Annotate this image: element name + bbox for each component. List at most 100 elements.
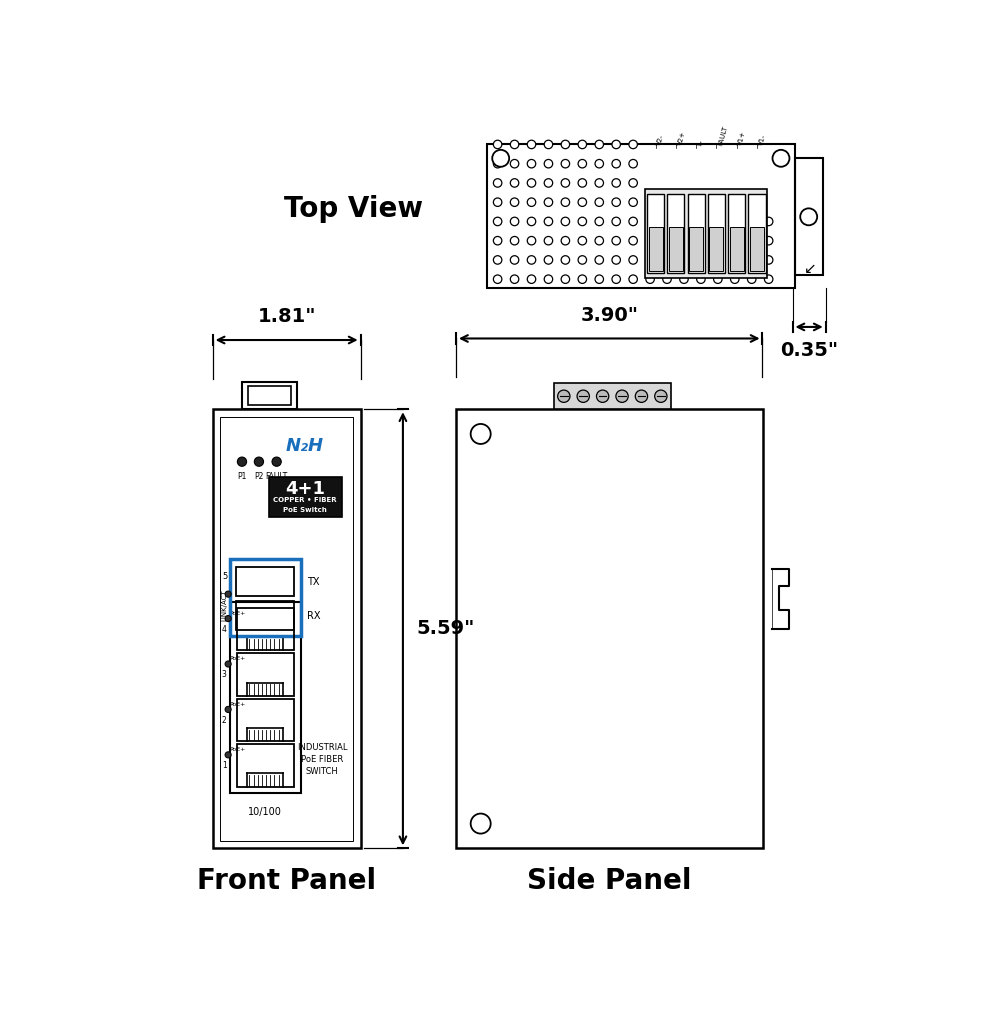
Circle shape <box>493 217 502 225</box>
Circle shape <box>561 160 569 168</box>
Circle shape <box>528 160 536 168</box>
Bar <box>236 744 294 786</box>
Bar <box>646 189 767 278</box>
Circle shape <box>629 160 638 168</box>
Bar <box>456 410 763 848</box>
Circle shape <box>470 814 491 834</box>
Circle shape <box>493 179 502 187</box>
Circle shape <box>493 140 502 148</box>
Text: P2: P2 <box>254 472 264 480</box>
Circle shape <box>545 140 553 148</box>
Circle shape <box>578 198 586 207</box>
Circle shape <box>561 256 569 264</box>
Text: 5.59": 5.59" <box>417 620 475 638</box>
Circle shape <box>801 208 817 225</box>
Circle shape <box>577 390 589 402</box>
Text: 5: 5 <box>222 572 228 581</box>
Circle shape <box>470 424 491 444</box>
Text: PoE+: PoE+ <box>230 611 246 616</box>
Bar <box>730 227 744 270</box>
Bar <box>269 477 342 517</box>
Circle shape <box>545 275 553 284</box>
Text: LINK/ACT: LINK/ACT <box>221 590 227 622</box>
Bar <box>230 559 301 637</box>
Text: 2: 2 <box>222 716 226 725</box>
Circle shape <box>272 457 282 466</box>
Circle shape <box>612 179 620 187</box>
Text: V2+: V2+ <box>677 130 686 146</box>
Text: V2-: V2- <box>657 133 666 146</box>
Circle shape <box>578 140 586 148</box>
Circle shape <box>578 179 586 187</box>
Text: RX: RX <box>307 610 320 621</box>
Circle shape <box>629 256 638 264</box>
Circle shape <box>578 237 586 245</box>
Circle shape <box>629 198 638 207</box>
Circle shape <box>561 275 569 284</box>
Circle shape <box>663 217 672 225</box>
Circle shape <box>612 140 620 148</box>
Circle shape <box>612 237 620 245</box>
Text: PoE Switch: PoE Switch <box>283 507 327 513</box>
Circle shape <box>765 217 773 225</box>
Circle shape <box>730 217 739 225</box>
Circle shape <box>696 275 705 284</box>
Circle shape <box>655 390 667 402</box>
Circle shape <box>663 275 672 284</box>
Circle shape <box>578 160 586 168</box>
Circle shape <box>561 198 569 207</box>
Bar <box>708 194 725 273</box>
Bar <box>687 194 704 273</box>
Text: FAULT: FAULT <box>717 125 728 146</box>
Circle shape <box>646 256 655 264</box>
Circle shape <box>510 275 519 284</box>
Circle shape <box>612 217 620 225</box>
Circle shape <box>595 198 603 207</box>
Circle shape <box>713 275 722 284</box>
Bar <box>668 194 684 273</box>
Bar <box>236 567 295 596</box>
Circle shape <box>545 198 553 207</box>
Bar <box>669 227 682 270</box>
Bar <box>220 417 353 841</box>
Circle shape <box>528 256 536 264</box>
Text: P1: P1 <box>237 472 247 480</box>
Circle shape <box>629 217 638 225</box>
Circle shape <box>595 275 603 284</box>
Bar <box>236 601 295 631</box>
Circle shape <box>680 217 688 225</box>
Text: INDUSTRIAL
PoE FIBER
SWITCH: INDUSTRIAL PoE FIBER SWITCH <box>297 743 347 776</box>
Bar <box>236 608 294 650</box>
Circle shape <box>663 237 672 245</box>
Circle shape <box>595 160 603 168</box>
Circle shape <box>493 160 502 168</box>
Text: TX: TX <box>307 577 319 587</box>
Bar <box>689 227 703 270</box>
Circle shape <box>773 150 790 167</box>
Circle shape <box>492 150 509 167</box>
Circle shape <box>225 752 231 758</box>
Circle shape <box>225 707 231 713</box>
Circle shape <box>510 217 519 225</box>
Text: 1: 1 <box>222 761 226 770</box>
Text: COPPER • FIBER: COPPER • FIBER <box>273 498 337 504</box>
Circle shape <box>493 237 502 245</box>
Circle shape <box>237 457 247 466</box>
Circle shape <box>765 275 773 284</box>
Circle shape <box>596 390 609 402</box>
Circle shape <box>595 256 603 264</box>
Circle shape <box>635 390 648 402</box>
Text: L-: L- <box>697 138 704 146</box>
Text: PoE+: PoE+ <box>230 701 246 707</box>
Circle shape <box>680 237 688 245</box>
Text: 3: 3 <box>222 671 227 680</box>
Circle shape <box>696 237 705 245</box>
Text: V1+: V1+ <box>737 130 747 146</box>
Circle shape <box>612 160 620 168</box>
Circle shape <box>713 237 722 245</box>
Circle shape <box>225 615 231 622</box>
Circle shape <box>713 217 722 225</box>
Circle shape <box>225 660 231 667</box>
Circle shape <box>510 198 519 207</box>
Circle shape <box>696 256 705 264</box>
